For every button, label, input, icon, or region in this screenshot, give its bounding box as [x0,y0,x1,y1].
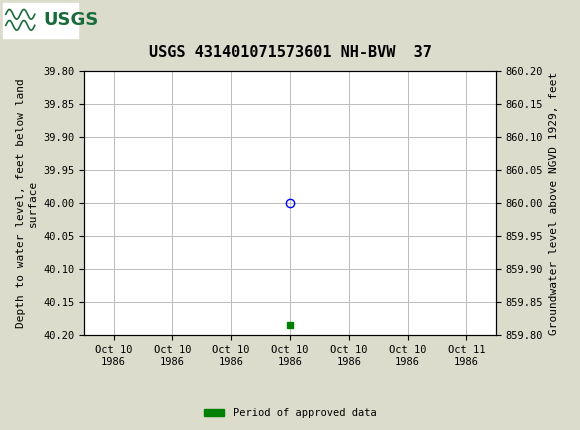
Y-axis label: Depth to water level, feet below land
surface: Depth to water level, feet below land su… [16,78,38,328]
Legend: Period of approved data: Period of approved data [200,404,380,423]
Bar [3,3,78,37]
Text: USGS: USGS [44,12,99,29]
Y-axis label: Groundwater level above NGVD 1929, feet: Groundwater level above NGVD 1929, feet [549,71,559,335]
Text: USGS 431401071573601 NH-BVW  37: USGS 431401071573601 NH-BVW 37 [148,45,432,60]
